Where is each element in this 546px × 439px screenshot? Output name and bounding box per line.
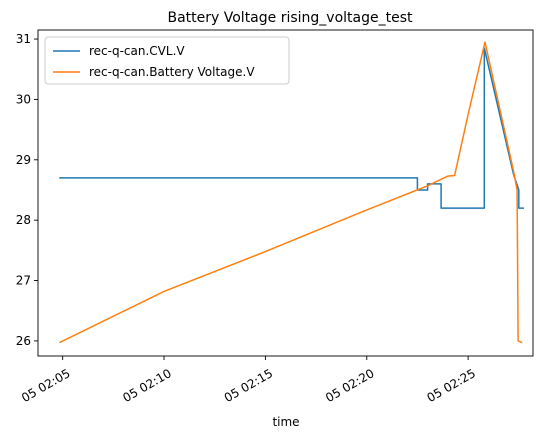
legend-label: rec-q-can.Battery Voltage.V [89,65,255,79]
x-tick-label: 05 02:25 [425,366,478,405]
plot-frame [37,29,534,357]
legend-label: rec-q-can.CVL.V [89,44,185,58]
y-tick-label: 31 [16,32,31,46]
y-tick-label: 27 [16,274,31,288]
legend-box [44,36,290,85]
y-tick-label: 30 [16,92,31,106]
x-tick-label: 05 02:15 [222,366,275,405]
series-line-2 [58,41,523,344]
x-tick-label: 05 02:05 [19,366,72,405]
y-axis: 26 27 28 29 30 31 [16,32,38,348]
y-tick-label: 29 [16,153,31,167]
x-tick-label: 05 02:20 [323,366,376,405]
plot-area [58,41,524,344]
y-tick-label: 28 [16,213,31,227]
x-axis: 05 02:05 05 02:10 05 02:15 05 02:20 05 02:25 [19,356,478,405]
x-axis-label: time [272,415,299,429]
legend: rec-q-can.CVL.V rec-q-can.Battery Voltage… [44,36,290,85]
x-tick-label: 05 02:10 [120,366,173,405]
chart-title: Battery Voltage rising_voltage_test [167,10,413,26]
y-tick-label: 26 [16,334,31,348]
